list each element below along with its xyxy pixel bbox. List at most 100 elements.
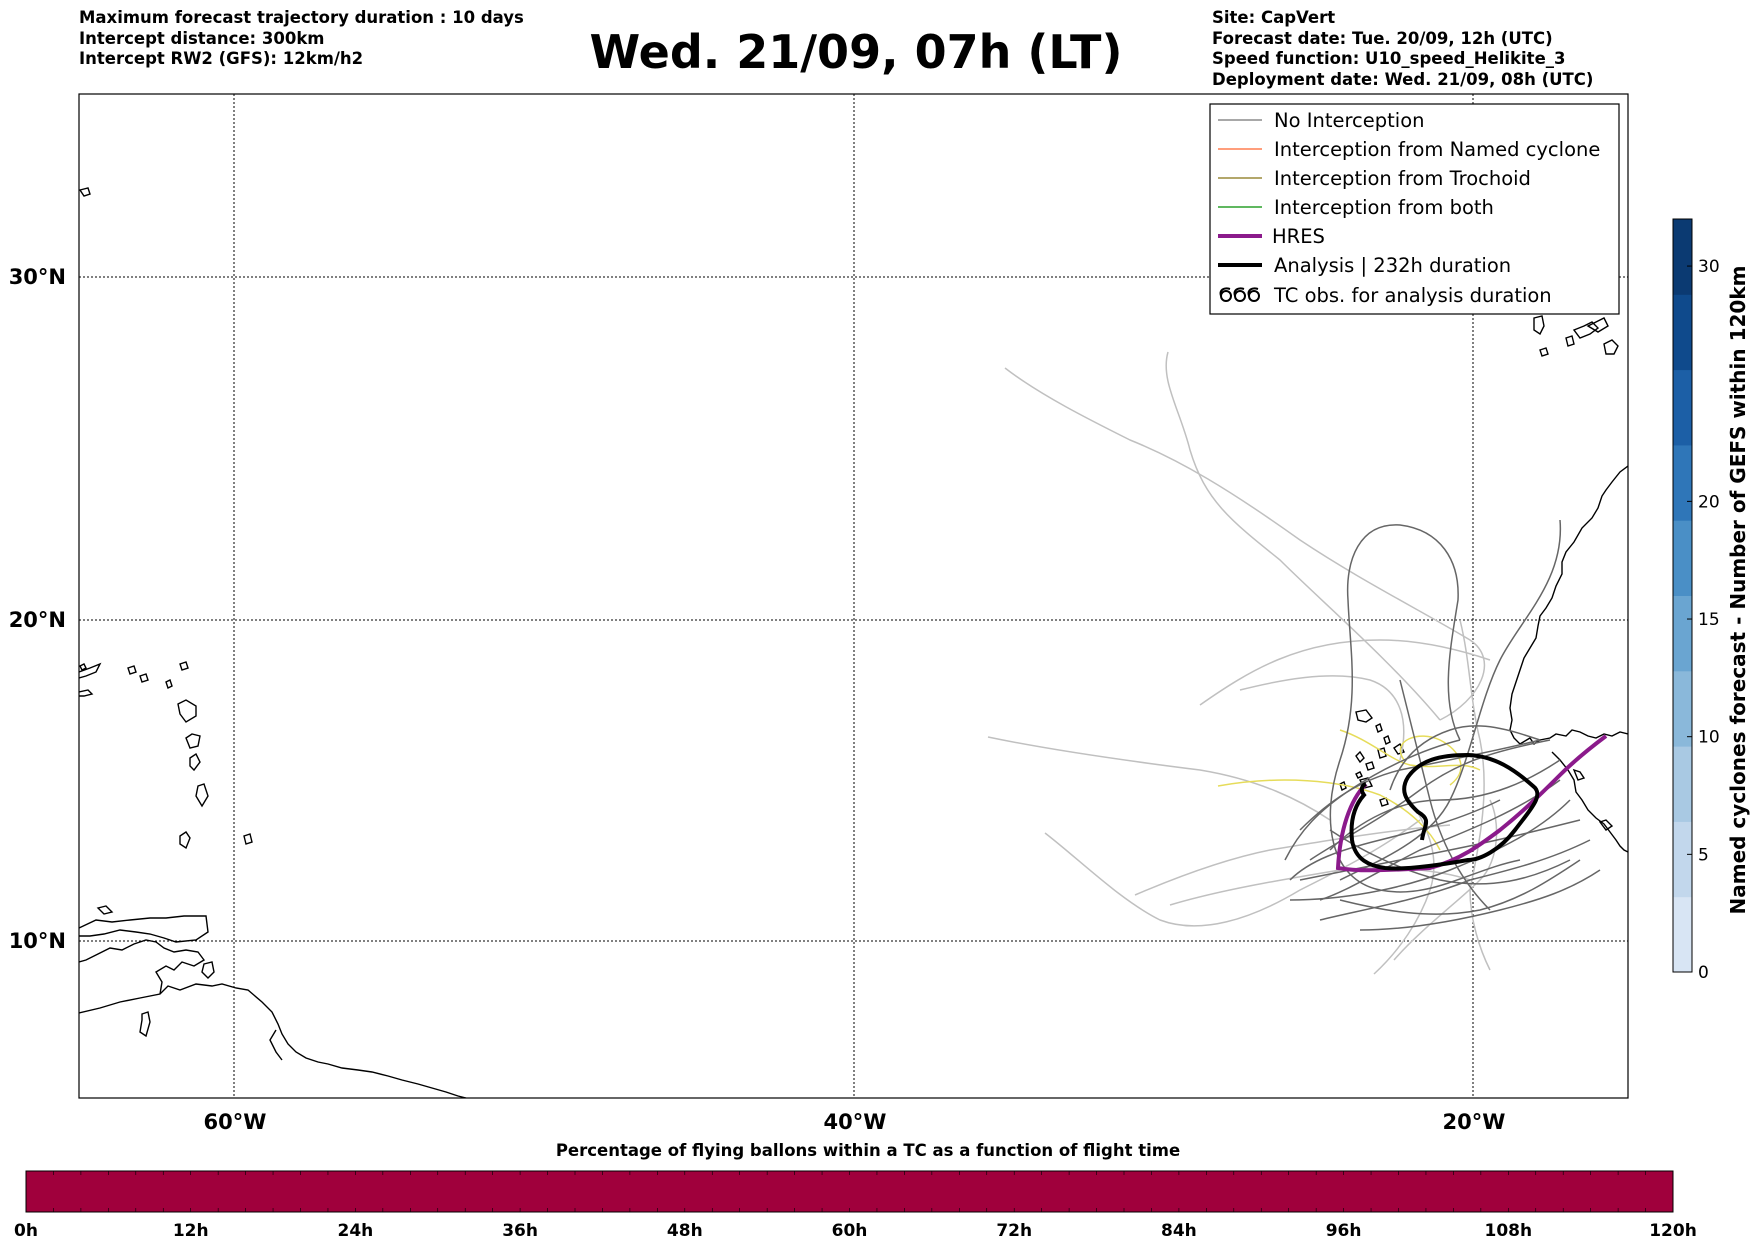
legend-label-no-interception: No Interception	[1274, 109, 1425, 132]
deployment-date-text: Deployment date: Wed. 21/09, 08h (UTC)	[1212, 69, 1594, 89]
lat-label-10n: 10°N	[9, 929, 66, 953]
island-guadeloupe-grande	[177, 699, 197, 723]
island-tenerife	[1572, 321, 1600, 339]
gulf-of-paria-coast	[79, 939, 206, 995]
intercept-rw2-text: Intercept RW2 (GFS): 12km/h2	[79, 49, 364, 68]
lat-label-20n: 20°N	[9, 608, 66, 632]
island-santo-antao	[1355, 709, 1374, 723]
track-dark-4	[1299, 819, 1581, 881]
island-gran-canaria	[1603, 339, 1619, 355]
island-tobago	[201, 961, 215, 979]
orinoco-coast	[269, 1029, 283, 1061]
lon-label-20w: 20°W	[1443, 1110, 1506, 1134]
hres-track	[1335, 734, 1608, 873]
bottom-colorbar-tick-label: 24h	[338, 1221, 374, 1241]
colorbar-band	[1673, 821, 1692, 898]
track-dark-7	[1329, 759, 1561, 851]
bottom-colorbar-tick-label: 96h	[1326, 1221, 1362, 1241]
bottom-colorbar-minor-ticks	[53, 1171, 1646, 1212]
island-bissagos	[1572, 768, 1586, 781]
cyclone-symbol-icon	[1219, 287, 1260, 302]
track-dark-14	[1289, 799, 1501, 881]
colorbar-band	[1673, 444, 1692, 521]
colorbar-ticks: 0 5 10 15 20 30	[1687, 257, 1720, 983]
site-text: Site: CapVert	[1212, 8, 1336, 27]
colorbar-frame	[1672, 218, 1693, 973]
analysis-track	[1349, 752, 1540, 871]
island-la-palma	[1533, 315, 1545, 336]
track-dark-15	[1399, 679, 1491, 911]
colorbar-band	[1673, 595, 1692, 672]
track-dark-5	[1289, 799, 1571, 901]
island-st-croix	[79, 689, 94, 697]
island-los	[1598, 819, 1614, 831]
track-dark-16	[1329, 829, 1571, 885]
track-light-10	[1459, 619, 1491, 971]
colorbar-tick-label: 0	[1698, 963, 1709, 983]
track-light-11	[1239, 675, 1405, 761]
forecast-parameters: Maximum forecast trajectory duration : 1…	[79, 8, 524, 70]
island-bermuda	[79, 187, 91, 197]
island-fogo	[1365, 761, 1375, 771]
track-yellow-3	[1399, 735, 1462, 786]
track-light-2	[1165, 351, 1441, 721]
track-light-5	[1044, 819, 1421, 927]
coastlines	[79, 187, 1628, 1098]
island-boa-vista	[1377, 747, 1387, 759]
island-montserrat	[165, 679, 173, 689]
lon-label-60w: 60°W	[204, 1110, 267, 1134]
legend-label-hres: HRES	[1272, 225, 1325, 248]
island-la-gomera	[1565, 335, 1575, 347]
track-light-6	[1134, 824, 1451, 896]
island-santiago	[1339, 781, 1347, 791]
island-el-hierro	[1539, 347, 1549, 357]
named-cyclones-colorbar: 0 5 10 15 20 30 Named cyclones forecast - Num…	[1672, 218, 1750, 983]
track-dark-9	[1339, 859, 1581, 915]
page-title: Wed. 21/09, 07h (LT)	[589, 25, 1123, 79]
bottom-colorbar-tick-label: 36h	[502, 1221, 538, 1241]
island-guadeloupe	[185, 733, 201, 749]
track-dark-13	[1389, 725, 1541, 791]
colorbar-tick-label: 10	[1698, 728, 1720, 748]
track-light-9	[1393, 799, 1498, 961]
trajectory-duration-text: Maximum forecast trajectory duration : 1…	[79, 8, 524, 27]
venezuela-north-coast	[79, 915, 209, 943]
legend-label-tc-obs: TC obs. for analysis duration	[1273, 284, 1552, 307]
track-dark-2	[1339, 519, 1562, 881]
forecast-date-text: Forecast date: Tue. 20/09, 12h (UTC)	[1212, 28, 1553, 48]
island-sao-nicolau	[1383, 735, 1391, 745]
island-st-kitts	[127, 665, 137, 675]
island-barbados	[243, 833, 253, 845]
africa-coast-north	[1509, 465, 1628, 745]
map-frame	[78, 93, 1629, 1099]
island-brava	[1355, 750, 1365, 764]
island-dominica	[189, 752, 201, 772]
island-santiago-north	[1355, 771, 1363, 779]
track-dark-10	[1359, 869, 1601, 931]
colorbar-tick-label: 20	[1698, 492, 1720, 512]
legend-box	[1209, 103, 1620, 315]
legend-label-named-cyclone: Interception from Named cyclone	[1274, 138, 1600, 161]
track-dark-12	[1319, 779, 1561, 901]
island-antigua	[179, 661, 189, 671]
intercept-distance-text: Intercept distance: 300km	[79, 28, 325, 48]
bottom-colorbar-tick-label: 108h	[1485, 1221, 1533, 1241]
colorbar-tick-label: 5	[1698, 845, 1709, 865]
track-dark-11	[1284, 739, 1461, 861]
island-grenada	[96, 905, 114, 915]
colorbar-band	[1673, 520, 1692, 596]
track-light-3	[1199, 639, 1491, 706]
colorbar-band	[1673, 896, 1692, 973]
track-dark-6	[1319, 839, 1591, 921]
colorbar-tick-label: 15	[1698, 610, 1720, 630]
bottom-colorbar-tick-label: 0h	[14, 1221, 38, 1241]
colorbar-tick-label: 30	[1698, 257, 1720, 277]
island-sao-vicente	[1375, 723, 1383, 733]
colorbar-band	[1673, 746, 1692, 822]
island-nevis	[139, 673, 149, 683]
island-st-vincent	[179, 831, 191, 850]
track-light-1	[1004, 367, 1486, 721]
island-puerto-rico	[79, 662, 102, 679]
colorbar-label: Named cyclones forecast - Number of GEFS…	[1726, 266, 1750, 915]
